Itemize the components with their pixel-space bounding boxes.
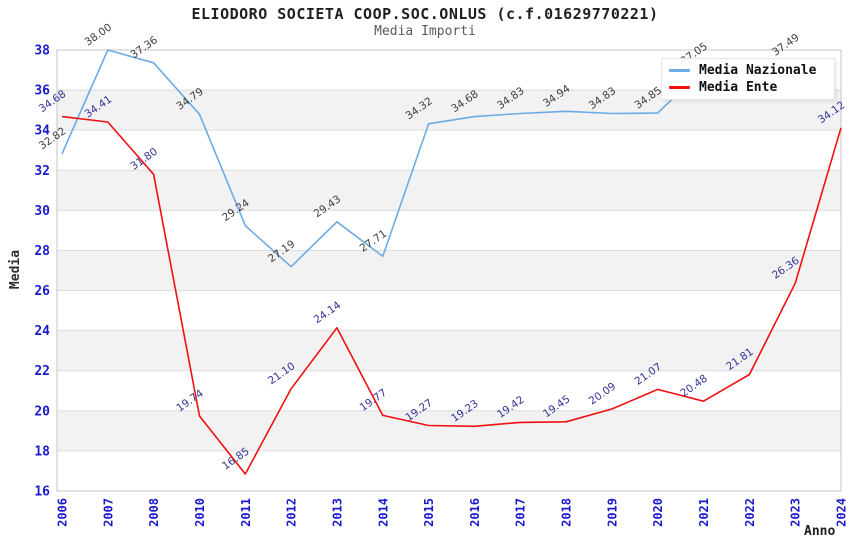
x-tick-label: 2022 bbox=[743, 498, 757, 527]
chart-subtitle: Media Importi bbox=[374, 24, 476, 39]
y-tick-label: 26 bbox=[34, 284, 50, 299]
y-tick-label: 36 bbox=[34, 84, 50, 99]
x-tick-label: 2019 bbox=[605, 498, 619, 527]
media-nazionale-line-swatch bbox=[669, 68, 690, 72]
x-tick-label: 2012 bbox=[285, 498, 299, 527]
y-tick-label: 16 bbox=[34, 485, 50, 500]
legend-label-media-ente: Media Ente bbox=[699, 80, 778, 96]
point-label: 20.09 bbox=[587, 380, 619, 407]
y-tick-label: 32 bbox=[34, 164, 50, 179]
y-tick-label: 22 bbox=[34, 364, 50, 379]
x-tick-label: 2023 bbox=[789, 498, 803, 527]
legend: Media Nazionale Media Ente bbox=[661, 58, 835, 100]
x-tick-label: 2024 bbox=[835, 498, 849, 527]
x-tick-label: 2017 bbox=[514, 498, 528, 527]
y-tick-label: 24 bbox=[34, 324, 50, 339]
point-label: 19.77 bbox=[358, 387, 390, 414]
x-tick-label: 2014 bbox=[376, 498, 390, 527]
x-tick-label: 2016 bbox=[468, 498, 482, 527]
x-axis-ticks: 2006 2007 2008 2010 2011 2012 2013 2014 2015 2016… bbox=[56, 498, 849, 527]
y-tick-label: 28 bbox=[34, 244, 50, 259]
x-tick-label: 2008 bbox=[147, 498, 161, 527]
x-tick-label: 2021 bbox=[697, 498, 711, 527]
y-tick-label: 20 bbox=[34, 404, 50, 419]
y-tick-label: 30 bbox=[34, 204, 50, 219]
x-tick-label: 2015 bbox=[422, 498, 436, 527]
y-tick-label: 18 bbox=[34, 444, 50, 459]
point-label: 31.80 bbox=[128, 146, 160, 173]
point-label: 37.36 bbox=[128, 34, 160, 61]
y-axis-label: Media bbox=[8, 249, 24, 290]
x-tick-label: 2013 bbox=[330, 498, 344, 527]
point-label: 37.49 bbox=[770, 32, 802, 59]
series-line-media-ente[interactable] bbox=[61, 115, 842, 475]
x-tick-label: 2007 bbox=[101, 498, 115, 527]
plot-bands bbox=[57, 90, 841, 451]
media-ente-line-swatch bbox=[669, 86, 690, 90]
y-axis-ticks: 16 18 20 22 24 26 28 30 32 34 36 38 bbox=[34, 44, 50, 500]
legend-item-media-ente[interactable]: Media Ente bbox=[669, 80, 834, 95]
y-tick-label: 34 bbox=[34, 124, 50, 139]
x-tick-label: 2006 bbox=[56, 498, 70, 527]
legend-item-media-nazionale[interactable]: Media Nazionale bbox=[669, 63, 834, 78]
x-axis-label: Anno bbox=[804, 524, 836, 539]
chart-title: ELIODORO SOCIETA COOP.SOC.ONLUS (c.f.016… bbox=[191, 5, 659, 23]
x-tick-label: 2010 bbox=[193, 498, 207, 527]
point-label: 38.00 bbox=[83, 21, 115, 48]
point-label: 20.48 bbox=[678, 373, 710, 400]
x-tick-label: 2020 bbox=[651, 498, 665, 527]
x-tick-label: 2018 bbox=[560, 498, 574, 527]
y-tick-label: 38 bbox=[34, 44, 50, 59]
legend-label-media-nazionale: Media Nazionale bbox=[699, 62, 817, 78]
point-label: 24.14 bbox=[312, 299, 344, 326]
x-tick-label: 2011 bbox=[239, 498, 253, 527]
plot-border bbox=[56, 49, 842, 492]
